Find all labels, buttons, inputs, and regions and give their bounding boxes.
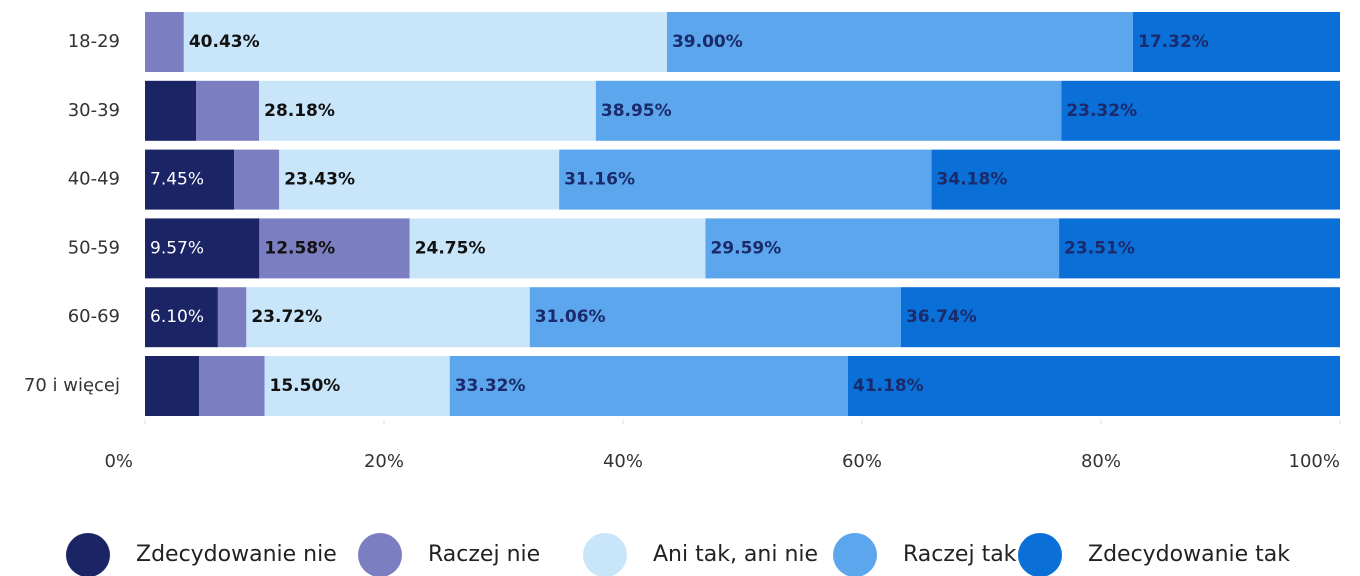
value-label: 24.75% <box>415 238 486 258</box>
value-label: 29.59% <box>710 238 781 258</box>
bar-segment <box>1133 12 1340 72</box>
value-label: 41.18% <box>853 376 924 396</box>
category-label: 70 i więcej <box>24 375 120 396</box>
category-label: 18-29 <box>68 31 120 52</box>
value-label: 31.06% <box>535 307 606 327</box>
bar-segment <box>259 80 596 141</box>
bar-segment <box>145 287 218 348</box>
bar-segment <box>529 287 901 348</box>
value-label: 17.32% <box>1138 32 1209 52</box>
x-tick-label: 60% <box>842 451 882 472</box>
value-label: 23.32% <box>1066 101 1137 121</box>
legend-swatch <box>833 533 877 576</box>
bar-segment <box>145 218 260 279</box>
x-tick-label: 0% <box>104 451 133 472</box>
legend-label: Zdecydowanie nie <box>136 542 337 567</box>
value-label: 15.50% <box>270 376 341 396</box>
bar-segment <box>196 80 260 141</box>
value-label: 31.16% <box>564 170 635 190</box>
value-label: 33.32% <box>455 376 526 396</box>
x-tick-label: 80% <box>1081 451 1121 472</box>
value-label: 23.43% <box>284 170 355 190</box>
bar-segment <box>145 356 200 416</box>
bar-segment <box>847 356 1340 416</box>
legend-label: Zdecydowanie tak <box>1088 542 1290 567</box>
value-label: 34.18% <box>937 170 1008 190</box>
value-label: 40.43% <box>189 32 260 52</box>
bar-segment <box>559 149 932 210</box>
category-label: 60-69 <box>68 306 120 327</box>
bar-segment <box>279 149 560 210</box>
bar-segment <box>145 80 197 141</box>
legend-swatch <box>66 533 110 576</box>
value-label: 9.57% <box>150 238 204 258</box>
bar-segment <box>259 218 410 279</box>
bar-segment <box>264 356 450 416</box>
bar-segment <box>217 287 247 348</box>
bar-segment <box>1061 80 1340 141</box>
bar-segment <box>449 356 848 416</box>
value-label: 36.74% <box>906 307 977 327</box>
legend-label: Raczej tak <box>903 542 1017 567</box>
value-label: 38.95% <box>601 101 672 121</box>
value-label: 7.45% <box>150 170 204 190</box>
legend-label: Raczej nie <box>428 542 540 567</box>
bar-segment <box>145 149 235 210</box>
category-label: 30-39 <box>68 100 120 121</box>
category-label: 40-49 <box>68 169 120 190</box>
bar-segment <box>931 149 1340 210</box>
bar-segment <box>705 218 1060 279</box>
value-label: 12.58% <box>264 238 335 258</box>
bar-segment <box>199 356 265 416</box>
bar-segment <box>234 149 280 210</box>
value-label: 39.00% <box>672 32 743 52</box>
bar-segment <box>145 12 184 72</box>
category-label: 50-59 <box>68 237 120 258</box>
legend-swatch <box>1018 533 1062 576</box>
bar-segment <box>595 80 1062 141</box>
value-label: 23.51% <box>1064 238 1135 258</box>
x-tick-label: 20% <box>364 451 404 472</box>
bar-segment <box>183 12 667 72</box>
value-label: 6.10% <box>150 307 204 327</box>
bar-segment <box>246 287 530 348</box>
legend-swatch <box>583 533 627 576</box>
bar-segment <box>409 218 706 279</box>
bar-segment <box>900 287 1340 348</box>
bar-segment <box>1059 218 1340 279</box>
value-label: 28.18% <box>264 101 335 121</box>
x-tick-label: 100% <box>1289 451 1340 472</box>
bar-segment <box>666 12 1134 72</box>
legend-label: Ani tak, ani nie <box>653 542 818 567</box>
value-label: 23.72% <box>251 307 322 327</box>
x-tick-label: 40% <box>603 451 643 472</box>
legend-swatch <box>358 533 402 576</box>
